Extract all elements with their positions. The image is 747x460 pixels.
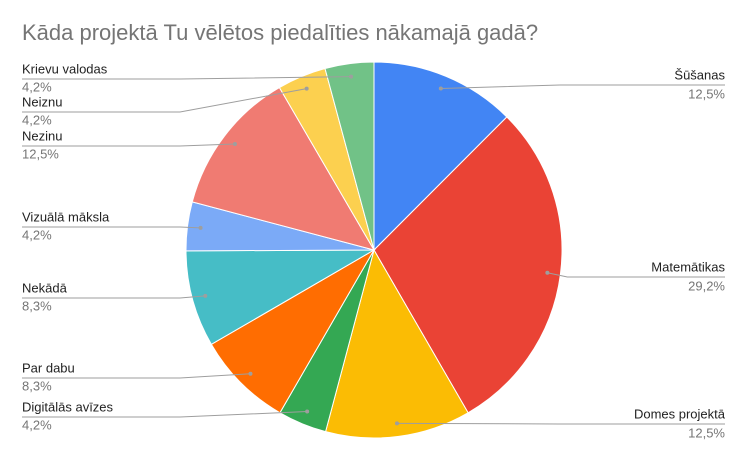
leader-line	[22, 373, 251, 379]
leader-dot	[545, 270, 550, 275]
leader-dot	[394, 421, 399, 426]
slice-label: Šūšanas	[674, 67, 725, 82]
slice-value-label: 4,2%	[22, 112, 52, 127]
slice-value-label: 8,3%	[22, 298, 52, 313]
chart-title: Kāda projektā Tu vēlētos piedalīties nāk…	[22, 20, 538, 45]
slice-label: Nekādā	[22, 280, 68, 295]
leader-line	[440, 84, 725, 89]
slice-label: Matemātikas	[651, 259, 725, 274]
pie-slice	[373, 116, 563, 414]
pie-slice	[324, 248, 469, 439]
pie-slice	[191, 86, 376, 251]
slice-label: Krievu valodas	[22, 61, 108, 76]
leader-dot	[438, 86, 443, 91]
leader-dot	[304, 86, 309, 91]
slice-label: Vizuālā māksla	[22, 209, 110, 224]
slice-value-label: 12,5%	[22, 146, 59, 161]
slice-label: Neiznu	[22, 94, 62, 109]
slice-value-label: 8,3%	[22, 378, 52, 393]
leader-dot	[305, 409, 310, 414]
slice-label: Par dabu	[22, 360, 75, 375]
slice-label: Digitālās avīzes	[22, 399, 114, 414]
slice-value-label: 4,2%	[22, 227, 52, 242]
leader-line	[22, 143, 235, 147]
leader-dot	[232, 142, 237, 147]
slice-value-label: 12,5%	[688, 425, 725, 440]
slice-value-label: 4,2%	[22, 417, 52, 432]
pie-slice	[373, 61, 508, 252]
slice-value-label: 12,5%	[688, 86, 725, 101]
slice-value-label: 4,2%	[22, 79, 52, 94]
slice-label: Nezinu	[22, 128, 62, 143]
leader-dot	[203, 293, 208, 298]
leader-line	[22, 295, 206, 299]
slice-value-label: 29,2%	[688, 278, 725, 293]
pie-slice	[324, 61, 375, 251]
slice-label: Domes projektā	[634, 406, 726, 421]
leader-line	[22, 226, 201, 229]
pie-slice	[210, 248, 376, 414]
leader-line	[22, 76, 352, 80]
leader-line	[396, 422, 725, 425]
leader-line	[22, 88, 307, 113]
leader-line	[547, 272, 725, 278]
leader-dot	[349, 74, 354, 79]
leader-dot	[248, 371, 253, 376]
leader-dot	[198, 225, 203, 230]
pie-slice	[185, 249, 376, 346]
leader-line	[22, 411, 308, 418]
